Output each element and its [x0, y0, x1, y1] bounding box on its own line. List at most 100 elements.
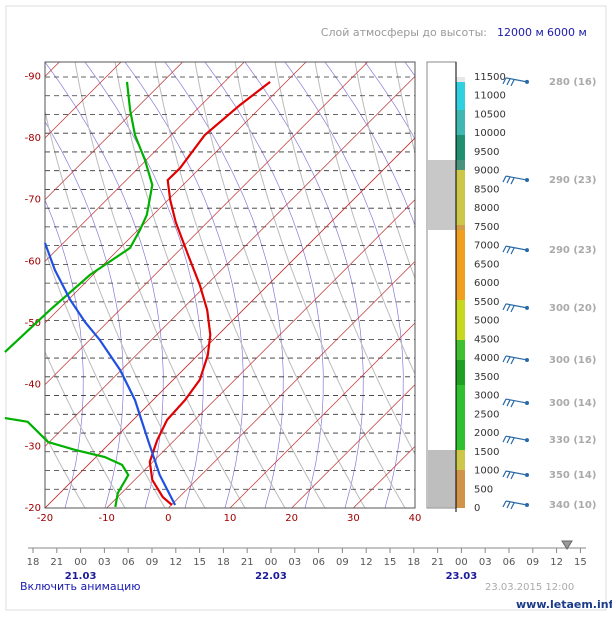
dry-adiabat [274, 62, 415, 456]
x-tick-label: -20 [37, 513, 53, 524]
profile-line [43, 242, 177, 506]
isotherm [229, 322, 415, 508]
height-label: 0 [474, 503, 480, 514]
wind-barb [502, 355, 528, 365]
animation-link[interactable]: Включить анимацию [20, 580, 141, 593]
isotherm [45, 62, 245, 262]
profile-line [148, 81, 271, 506]
wind-dot [525, 438, 529, 443]
height-label: 4500 [474, 334, 499, 345]
hour-label: 06 [122, 557, 135, 568]
dry-adiabat [394, 62, 415, 155]
height-label: 8000 [474, 203, 499, 214]
moist-adiabat [84, 62, 204, 508]
wind-barb [502, 470, 528, 480]
hour-label: 09 [146, 557, 159, 568]
isotherm [291, 384, 415, 508]
x-tick-label: -10 [98, 513, 114, 524]
dry-adiabat [154, 62, 326, 508]
hour-label: 09 [336, 557, 349, 568]
isotherm [45, 62, 307, 324]
left-tick-label: -80 [25, 133, 41, 144]
x-tick-label: 20 [285, 513, 298, 524]
wind-barb [502, 245, 528, 255]
frame [5, 5, 607, 611]
dry-adiabat [314, 62, 415, 376]
site: www.letaem.info [516, 598, 612, 611]
time-marker[interactable] [561, 540, 573, 550]
moist-adiabat [0, 62, 3, 508]
hour-label: 18 [407, 557, 420, 568]
x-tick-label: 30 [347, 513, 360, 524]
x-tick-label: 40 [409, 513, 422, 524]
left-tick-label: -90 [25, 71, 41, 82]
hour-label: 21 [241, 557, 254, 568]
height-label: 9000 [474, 166, 499, 177]
layer-label: Слой атмосферы до высоты: [321, 26, 487, 39]
height-label: 4000 [474, 353, 499, 364]
wind-barb [502, 77, 528, 87]
dry-adiabat [45, 350, 126, 508]
height-label: 3000 [474, 391, 499, 402]
left-tick-label: -60 [25, 256, 41, 267]
dry-adiabat [354, 62, 415, 280]
isotherm [45, 62, 368, 386]
wind-barb [502, 435, 528, 445]
hour-label: 03 [479, 557, 492, 568]
wind-barb [502, 398, 528, 408]
wind-label: 300 (14) [549, 398, 596, 409]
height-label: 10000 [474, 128, 506, 139]
date-label: 23.03 [446, 571, 478, 582]
timestamp: 23.03.2015 12:00 [485, 582, 574, 593]
hour-label: 15 [193, 557, 206, 568]
height-label: 10500 [474, 109, 506, 120]
hour-label: 09 [526, 557, 539, 568]
height-label: 5500 [474, 297, 499, 308]
height-label: 7500 [474, 222, 499, 233]
dry-adiabat [0, 62, 5, 508]
hour-label: 15 [384, 557, 397, 568]
dry-adiabat [114, 62, 286, 508]
height-label: 11000 [474, 91, 506, 102]
moist-adiabat [45, 121, 124, 508]
wind-label: 290 (23) [549, 245, 596, 256]
moist-adiabat [244, 62, 364, 508]
hour-label: 18 [217, 557, 230, 568]
isotherm [106, 199, 415, 508]
hour-label: 12 [169, 557, 182, 568]
layer-option[interactable]: 12000 м [497, 26, 544, 39]
hour-label: 15 [574, 557, 587, 568]
layer-option[interactable]: 6000 м [547, 26, 587, 39]
date-label: 22.03 [255, 571, 287, 582]
height-label: 5000 [474, 316, 499, 327]
wind-barb [502, 175, 528, 185]
hour-label: 18 [27, 557, 40, 568]
height-label: 2500 [474, 409, 499, 420]
dry-adiabat [45, 109, 206, 508]
hour-label: 21 [50, 557, 63, 568]
wind-barb [502, 303, 528, 313]
wind-dot [525, 178, 529, 183]
hour-label: 03 [288, 557, 301, 568]
left-tick-label: -50 [25, 318, 41, 329]
moist-adiabat [324, 62, 415, 227]
wind-label: 350 (14) [549, 470, 596, 481]
wind-dot [525, 503, 529, 508]
dry-adiabat [74, 62, 246, 508]
height-label: 6000 [474, 278, 499, 289]
wind-label: 300 (16) [549, 355, 596, 366]
isotherm [45, 62, 122, 139]
x-tick-label: 0 [165, 513, 171, 524]
height-label: 3500 [474, 372, 499, 383]
height-label: 500 [474, 484, 493, 495]
left-tick-label: -70 [25, 195, 41, 206]
dry-adiabat [234, 62, 406, 508]
left-tick-label: -30 [25, 441, 41, 452]
wind-label: 290 (23) [549, 175, 596, 186]
wind-dot [525, 473, 529, 478]
hour-label: 21 [431, 557, 444, 568]
wind-barb [502, 500, 528, 510]
plot-border [44, 61, 416, 509]
height-label: 9500 [474, 147, 499, 158]
